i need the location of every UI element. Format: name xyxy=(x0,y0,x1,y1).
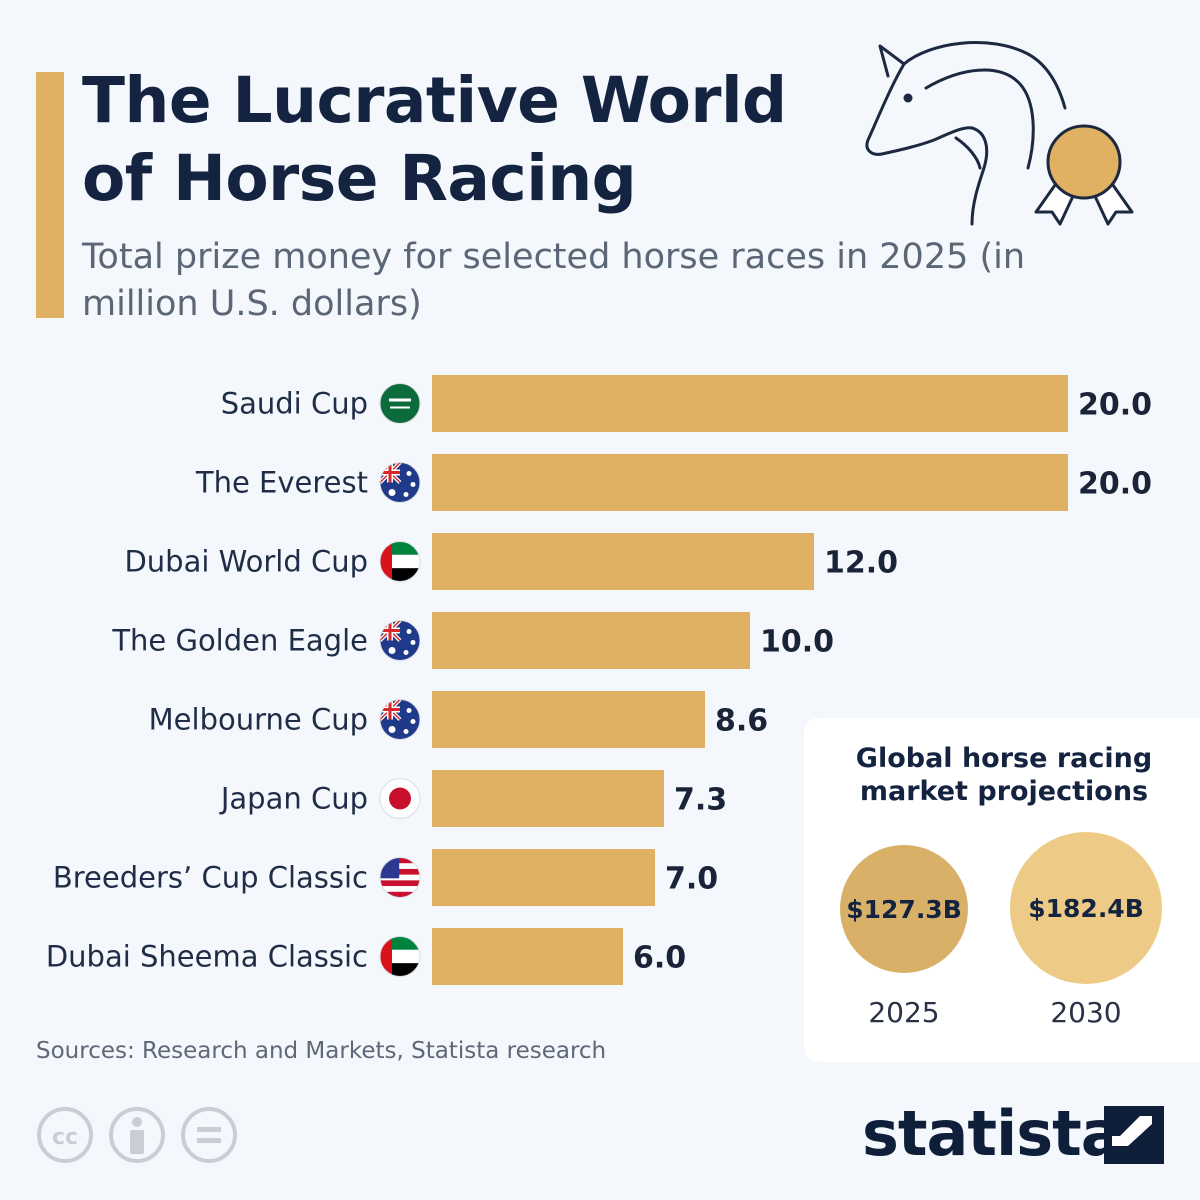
projection-2025-circle: $127.3B xyxy=(840,845,968,973)
value-label: 6.0 xyxy=(633,941,686,976)
title-accent-bar xyxy=(36,72,64,318)
panel-title: Global horse racing market projections xyxy=(855,743,1153,807)
japan-flag-icon xyxy=(379,778,421,819)
projection-year-2030: 2030 xyxy=(1050,996,1122,1029)
value-label: 20.0 xyxy=(1078,467,1152,502)
statista-logo[interactable]: statista xyxy=(862,1097,1123,1170)
australia-flag-icon xyxy=(379,699,421,740)
category-label: Dubai World Cup xyxy=(124,545,368,579)
usa-flag-icon xyxy=(379,857,421,898)
svg-text:cc: cc xyxy=(52,1125,78,1150)
category-label: Dubai Sheema Classic xyxy=(46,940,368,974)
bar xyxy=(432,691,705,748)
value-label: 7.3 xyxy=(674,783,727,818)
category-label: Melbourne Cup xyxy=(149,703,368,737)
statista-mark-icon xyxy=(1104,1106,1164,1164)
category-label: Japan Cup xyxy=(219,782,368,816)
attribution-icon xyxy=(109,1107,165,1163)
source-note: Sources: Research and Markets, Statista … xyxy=(36,1038,607,1064)
category-label: The Everest xyxy=(195,466,368,500)
bar xyxy=(432,770,664,827)
value-label: 10.0 xyxy=(760,625,834,660)
bar xyxy=(432,849,655,906)
uae-flag-icon xyxy=(379,936,421,977)
projection-2030-circle: $182.4B xyxy=(1010,832,1162,984)
category-label: Breeders’ Cup Classic xyxy=(53,861,368,895)
horse-head-icon xyxy=(865,41,1134,226)
bar xyxy=(432,454,1068,511)
license-icons: cc xyxy=(37,1107,237,1163)
bar-chart: Saudi Cup 20.0 The Everest 20.0 Dubai World … xyxy=(46,375,1152,985)
category-label: Saudi Cup xyxy=(221,387,368,421)
saudi-arabia-flag-icon xyxy=(379,383,421,424)
bar xyxy=(432,375,1068,432)
bar xyxy=(432,612,750,669)
uae-flag-icon xyxy=(379,541,421,582)
bar xyxy=(432,533,814,590)
cc-icon: cc xyxy=(37,1107,93,1163)
chart-subtitle: Total prize money for selected horse rac… xyxy=(82,237,1026,324)
medal-icon xyxy=(1034,124,1134,226)
value-label: 12.0 xyxy=(824,546,898,581)
australia-flag-icon xyxy=(379,462,421,503)
bar xyxy=(432,928,623,985)
category-label: The Golden Eagle xyxy=(111,624,368,658)
projection-year-2025: 2025 xyxy=(868,996,940,1029)
value-label: 7.0 xyxy=(665,862,718,897)
market-projections-panel: Global horse racing market projections $… xyxy=(804,718,1200,1062)
no-derivatives-icon xyxy=(181,1107,237,1163)
value-label: 8.6 xyxy=(715,704,768,739)
australia-flag-icon xyxy=(379,620,421,661)
value-label: 20.0 xyxy=(1078,388,1152,423)
chart-title: The Lucrative World of Horse Racing xyxy=(82,64,787,215)
